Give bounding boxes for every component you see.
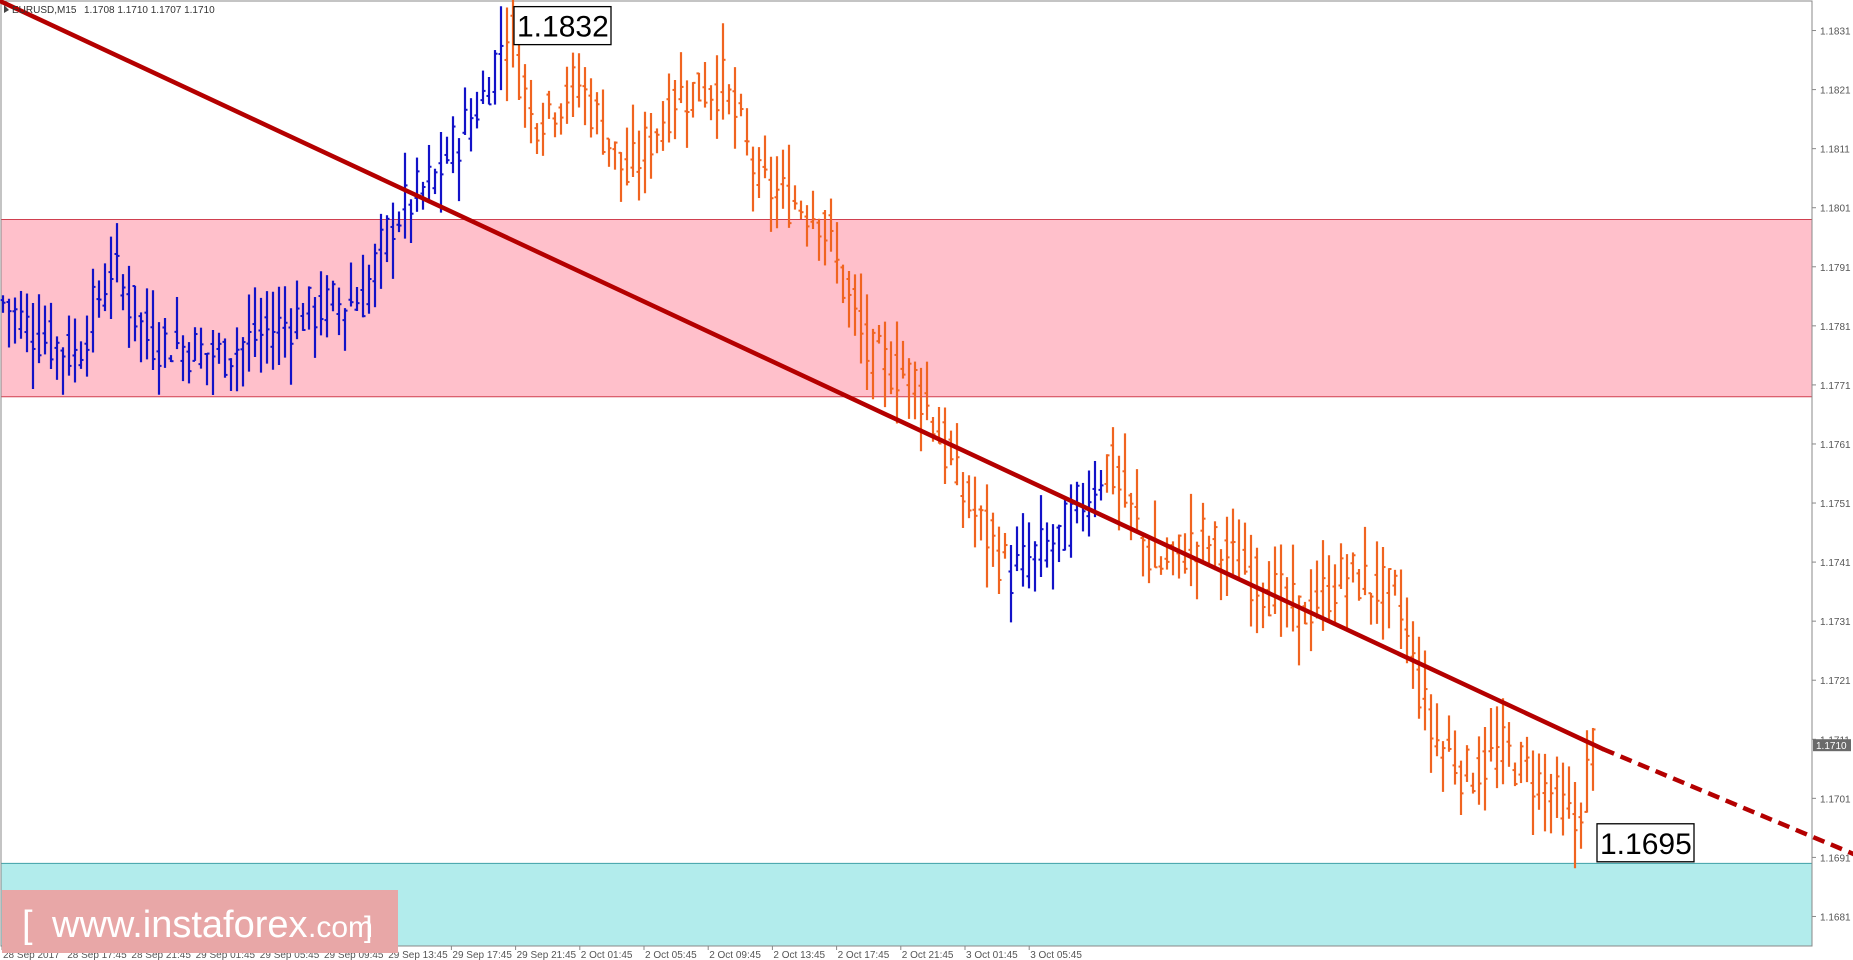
y-tick-label: 1.1751 [1820, 499, 1851, 510]
y-tick-label: 1.1701 [1820, 794, 1851, 805]
x-tick-label: 2 Oct 17:45 [838, 950, 890, 960]
x-tick-label: 2 Oct 21:45 [902, 950, 954, 960]
y-tick-label: 1.1821 [1820, 86, 1851, 97]
y-tick-label: 1.1811 [1820, 145, 1850, 156]
x-tick-label: 2 Oct 09:45 [709, 950, 761, 960]
labels-layer: 1.1832 1.1695 1.1710 [513, 5, 1851, 863]
high-label: 1.1832 [517, 11, 609, 44]
low-label: 1.1695 [1600, 828, 1692, 861]
x-tick-label: 29 Sep 17:45 [452, 950, 512, 960]
bars-layer [0, 0, 1596, 869]
chart-header: EURUSD,M15 1.1708 1.1710 1.1707 1.1710 [4, 5, 215, 16]
watermark-background [2, 890, 398, 953]
x-tick-label: 2 Oct 05:45 [645, 950, 697, 960]
forecast-down-arrow [1602, 747, 1853, 857]
watermark-bracket-open: [ [22, 904, 33, 946]
y-tick-label: 1.1771 [1820, 381, 1851, 392]
ohlc-values: 1.1708 1.1710 1.1707 1.1710 [84, 5, 215, 16]
high-label-box [513, 5, 612, 46]
watermark-tld: .com [308, 911, 373, 944]
symbol-label: EURUSD,M15 [12, 5, 77, 16]
watermark-bracket-close: ] [364, 911, 372, 944]
plot-frame [0, 0, 1813, 947]
triangle-icon [4, 5, 9, 13]
x-tick-label: 29 Sep 05:45 [260, 950, 320, 960]
y-tick-label: 1.1801 [1820, 204, 1851, 215]
current-price-tag [1813, 739, 1851, 752]
y-tick-label: 1.1791 [1820, 263, 1851, 274]
x-tick-label: 2 Oct 01:45 [581, 950, 633, 960]
y-tick-label: 1.1681 [1820, 912, 1851, 923]
x-tick-label: 28 Sep 17:45 [67, 950, 127, 960]
x-tick-label: 3 Oct 01:45 [966, 950, 1018, 960]
x-tick-label: 2 Oct 13:45 [773, 950, 825, 960]
x-tick-label: 28 Sep 2017 [3, 950, 60, 960]
x-tick-label: 3 Oct 05:45 [1030, 950, 1082, 960]
x-tick-label: 29 Sep 01:45 [196, 950, 256, 960]
y-tick-label: 1.1831 [1820, 27, 1851, 38]
trend-lines-layer [0, 0, 1853, 857]
y-tick-label: 1.1781 [1820, 322, 1851, 333]
low-label-box [1596, 823, 1695, 863]
watermark-url: www.instaforex [51, 904, 308, 946]
y-tick-label: 1.1741 [1820, 558, 1851, 569]
x-tick-label: 29 Sep 09:45 [324, 950, 384, 960]
x-tick-label: 29 Sep 13:45 [388, 950, 448, 960]
trend-line [0, 0, 1606, 752]
watermark: [ www.instaforex .com ] [2, 890, 398, 953]
x-tick-label: 29 Sep 21:45 [517, 950, 577, 960]
y-tick-label: 1.1691 [1820, 853, 1851, 864]
x-tick-label: 28 Sep 21:45 [131, 950, 191, 960]
y-tick-label: 1.1761 [1820, 440, 1851, 451]
y-tick-label: 1.1731 [1820, 617, 1851, 628]
y-tick-label: 1.1721 [1820, 676, 1851, 687]
current-price-text: 1.1710 [1816, 741, 1847, 752]
